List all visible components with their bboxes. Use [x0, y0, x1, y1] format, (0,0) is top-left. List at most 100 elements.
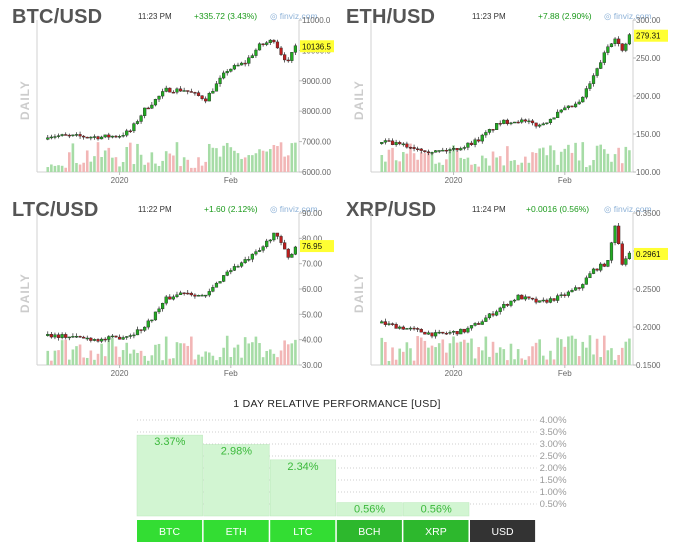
volume-bar	[294, 339, 297, 365]
candle-body	[423, 331, 427, 335]
volume-bar	[179, 166, 182, 172]
candle-body	[103, 338, 107, 341]
volume-bar	[506, 146, 509, 172]
y-tick-label: 200.00	[636, 92, 661, 101]
candle-body	[272, 232, 276, 241]
volume-bar	[225, 142, 229, 172]
volume-bar	[218, 156, 222, 172]
candle-body	[534, 122, 538, 127]
last-price-highlight	[300, 240, 334, 253]
candle-body	[538, 300, 542, 303]
x-tick-label: Feb	[558, 369, 572, 378]
candle-body	[573, 287, 578, 291]
volume-bar	[71, 143, 75, 172]
candle-body	[577, 287, 581, 289]
finviz-brand[interactable]: ◎ finviz.com	[604, 204, 652, 215]
candle-body	[157, 308, 161, 313]
volume-bar	[577, 356, 581, 365]
candle-body	[595, 268, 599, 271]
finviz-brand[interactable]: ◎ finviz.com	[604, 11, 652, 22]
candle-body	[527, 296, 531, 299]
volume-bar	[236, 153, 240, 172]
candle-body	[110, 135, 114, 138]
candle-body	[380, 142, 384, 144]
candle-body	[290, 52, 294, 61]
volume-bar	[272, 145, 276, 172]
candle-body	[110, 335, 114, 338]
volume-bar	[272, 353, 276, 365]
volume-bar	[146, 162, 150, 172]
last-price-label: 76.95	[302, 242, 323, 251]
volume-bar	[279, 142, 283, 172]
candle-body	[408, 327, 413, 330]
candle-body	[627, 252, 632, 259]
y-tick-label: 70.00	[302, 260, 323, 269]
perf-y-tick-label: 3.50%	[540, 427, 567, 438]
candle-body	[473, 323, 477, 326]
candle-body	[523, 296, 527, 300]
candle-body	[146, 320, 150, 328]
perf-y-tick-label: 1.00%	[540, 487, 567, 498]
candle-body	[484, 132, 488, 136]
candle-body	[96, 339, 100, 342]
y-tick-label: 0.2500	[636, 285, 661, 294]
volume-bar	[46, 167, 50, 172]
volume-bar	[111, 337, 114, 365]
candle-body	[599, 62, 603, 69]
chart-change: +7.88 (2.90%)	[538, 11, 592, 21]
volume-bar	[276, 357, 279, 365]
candle-body	[96, 136, 100, 140]
candle-body	[512, 299, 517, 302]
volume-bar	[509, 160, 513, 172]
volume-bar	[577, 160, 581, 172]
volume-bar	[524, 156, 527, 172]
candle-body	[462, 147, 466, 149]
volume-bar	[502, 349, 506, 365]
candle-body	[398, 326, 402, 329]
candle-body	[283, 242, 287, 250]
candle-body	[71, 134, 75, 137]
candle-body	[609, 242, 614, 261]
candle-body	[520, 294, 524, 300]
volume-bar	[233, 347, 236, 365]
candle-body	[178, 88, 183, 92]
perf-bar	[136, 434, 203, 517]
candle-body	[416, 148, 420, 150]
perf-category-tile	[137, 520, 203, 542]
volume-bar	[602, 335, 606, 365]
volume-bar	[387, 149, 391, 172]
finviz-brand[interactable]: ◎ finviz.com	[270, 11, 318, 22]
volume-bar	[251, 155, 254, 172]
finviz-brand[interactable]: ◎ finviz.com	[270, 204, 318, 215]
candle-body	[570, 290, 574, 293]
volume-bar	[430, 153, 434, 172]
volume-bar	[121, 350, 125, 365]
volume-bar	[57, 165, 60, 172]
volume-bar	[243, 337, 247, 365]
volume-bar	[574, 142, 577, 172]
perf-category-tile	[203, 520, 269, 542]
volume-bar	[437, 343, 441, 365]
candle-body	[218, 77, 222, 84]
candle-body	[401, 326, 405, 330]
volume-bar	[100, 157, 103, 172]
volume-bar	[154, 163, 157, 172]
candle-body	[627, 34, 632, 45]
candle-body	[236, 64, 240, 67]
volume-bar	[254, 153, 258, 172]
perf-category-label: BTC	[159, 526, 180, 538]
volume-bar	[527, 162, 531, 172]
finviz-logo-icon: ◎	[604, 204, 612, 214]
btc-chart-panel: BTC/USD 11:23 PM +335.72 (3.43%) ◎ finvi…	[12, 6, 334, 188]
candle-body	[477, 139, 481, 142]
candle-body	[516, 294, 520, 301]
volume-bar	[96, 142, 100, 172]
perf-y-tick-label: 1.50%	[540, 475, 567, 486]
volume-bar	[516, 349, 520, 365]
volume-bar	[466, 157, 470, 172]
candle-body	[545, 299, 549, 303]
volume-bar	[50, 164, 53, 172]
candle-body	[430, 332, 434, 337]
volume-bar	[405, 342, 409, 365]
chart-symbol: LTC/USD	[12, 199, 99, 221]
